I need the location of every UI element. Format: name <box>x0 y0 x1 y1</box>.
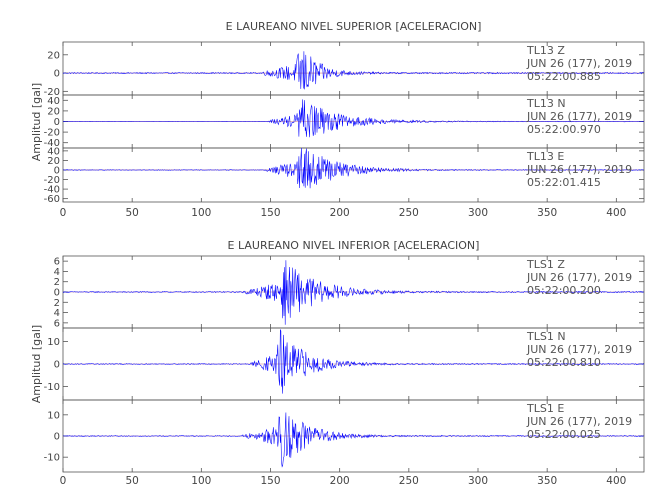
x-tick-label: 100 <box>191 207 211 219</box>
trace-tl13-n <box>62 99 644 138</box>
station-info-line: JUN 26 (177), 2019 <box>526 57 632 70</box>
y-tick-label: 40 <box>47 96 60 107</box>
y-tick-label: 40 <box>47 146 60 157</box>
panel-frame <box>62 147 645 203</box>
chart-2: E LAUREANO NIVEL INFERIOR [ACELERACION] A… <box>30 239 645 487</box>
x-tick-label: 300 <box>468 207 488 219</box>
station-info-line: TLS1 N <box>526 330 566 343</box>
x-tick-label: 50 <box>125 207 138 219</box>
y-axis-label: Amplitud [gal] <box>30 83 43 161</box>
station-info-line: TL13 E <box>526 150 564 163</box>
y-tick-label: -20 <box>44 87 60 98</box>
y-tick-label: 4 <box>54 267 60 278</box>
y-tick-label: -40 <box>44 138 60 149</box>
x-tick-label: 350 <box>537 207 557 219</box>
y-tick-label: 20 <box>47 50 60 61</box>
station-info-line: JUN 26 (177), 2019 <box>526 415 632 428</box>
trace-tl13-e <box>63 147 644 189</box>
y-tick-label: 20 <box>47 106 60 117</box>
y-tick-label: 0 <box>54 117 60 128</box>
y-tick-label: -20 <box>44 175 60 186</box>
x-tick-label: 150 <box>260 207 280 219</box>
station-info-line: TLS1 E <box>526 402 564 415</box>
y-tick-label: -10 <box>44 453 60 464</box>
y-tick-label: -40 <box>44 185 60 196</box>
x-tick-label: 250 <box>399 207 419 219</box>
y-tick-label: 6 <box>54 318 60 329</box>
y-tick-label: -20 <box>44 128 60 139</box>
station-info-line: JUN 26 (177), 2019 <box>526 163 632 176</box>
y-tick-label: 10 <box>47 410 60 421</box>
x-tick-label: 150 <box>260 475 280 487</box>
x-tick-label: 350 <box>537 475 557 487</box>
x-tick-label: 400 <box>606 475 626 487</box>
y-tick-label: -60 <box>44 194 60 205</box>
x-tick-label: 100 <box>191 475 211 487</box>
station-info-line: JUN 26 (177), 2019 <box>526 271 632 284</box>
station-info-line: 05:22:00.200 <box>527 284 601 297</box>
trace-tls1-n <box>62 328 645 394</box>
x-tick-label: 400 <box>606 207 626 219</box>
x-tick-label: 250 <box>399 475 419 487</box>
station-info-line: 05:22:01.415 <box>527 176 601 189</box>
chart-1: E LAUREANO NIVEL SUPERIOR [ACELERACION] A… <box>30 20 645 219</box>
x-tick-label: 200 <box>330 207 350 219</box>
y-tick-label: 0 <box>54 165 60 176</box>
station-info-line: JUN 26 (177), 2019 <box>526 110 632 123</box>
x-tick-label: 300 <box>468 475 488 487</box>
x-tick-label: 50 <box>125 475 138 487</box>
station-info-line: TL13 N <box>526 97 566 110</box>
station-info-line: TL13 Z <box>526 44 565 57</box>
y-tick-label: 4 <box>54 308 60 319</box>
station-info-line: 05:22:00.970 <box>527 123 601 136</box>
y-axis-label: Amplitud [gal] <box>30 325 43 403</box>
y-tick-label: 0 <box>54 69 60 80</box>
y-tick-label: 0 <box>54 360 60 371</box>
y-tick-label: 10 <box>47 337 60 348</box>
station-info-line: 05:22:00.025 <box>527 428 601 441</box>
trace-tls1-z <box>62 260 644 325</box>
y-tick-label: -10 <box>44 382 60 393</box>
y-tick-label: 6 <box>54 257 60 268</box>
y-tick-label: 20 <box>47 156 60 167</box>
x-tick-label: 200 <box>330 475 350 487</box>
y-tick-label: 0 <box>54 432 60 443</box>
trace-tl13-z <box>62 51 644 90</box>
trace-tls1-e <box>62 412 644 468</box>
chart-title: E LAUREANO NIVEL INFERIOR [ACELERACION] <box>228 239 480 252</box>
station-info-line: JUN 26 (177), 2019 <box>526 343 632 356</box>
y-tick-label: 0 <box>54 288 60 299</box>
chart-title: E LAUREANO NIVEL SUPERIOR [ACELERACION] <box>226 20 482 33</box>
station-info-line: 05:22:00.810 <box>527 356 601 369</box>
x-tick-label: 0 <box>60 207 67 219</box>
y-tick-label: 2 <box>54 277 60 288</box>
station-info-line: 05:22:00.885 <box>527 70 601 83</box>
y-tick-label: 2 <box>54 298 60 309</box>
station-info-line: TLS1 Z <box>526 258 565 271</box>
x-tick-label: 0 <box>60 475 67 487</box>
